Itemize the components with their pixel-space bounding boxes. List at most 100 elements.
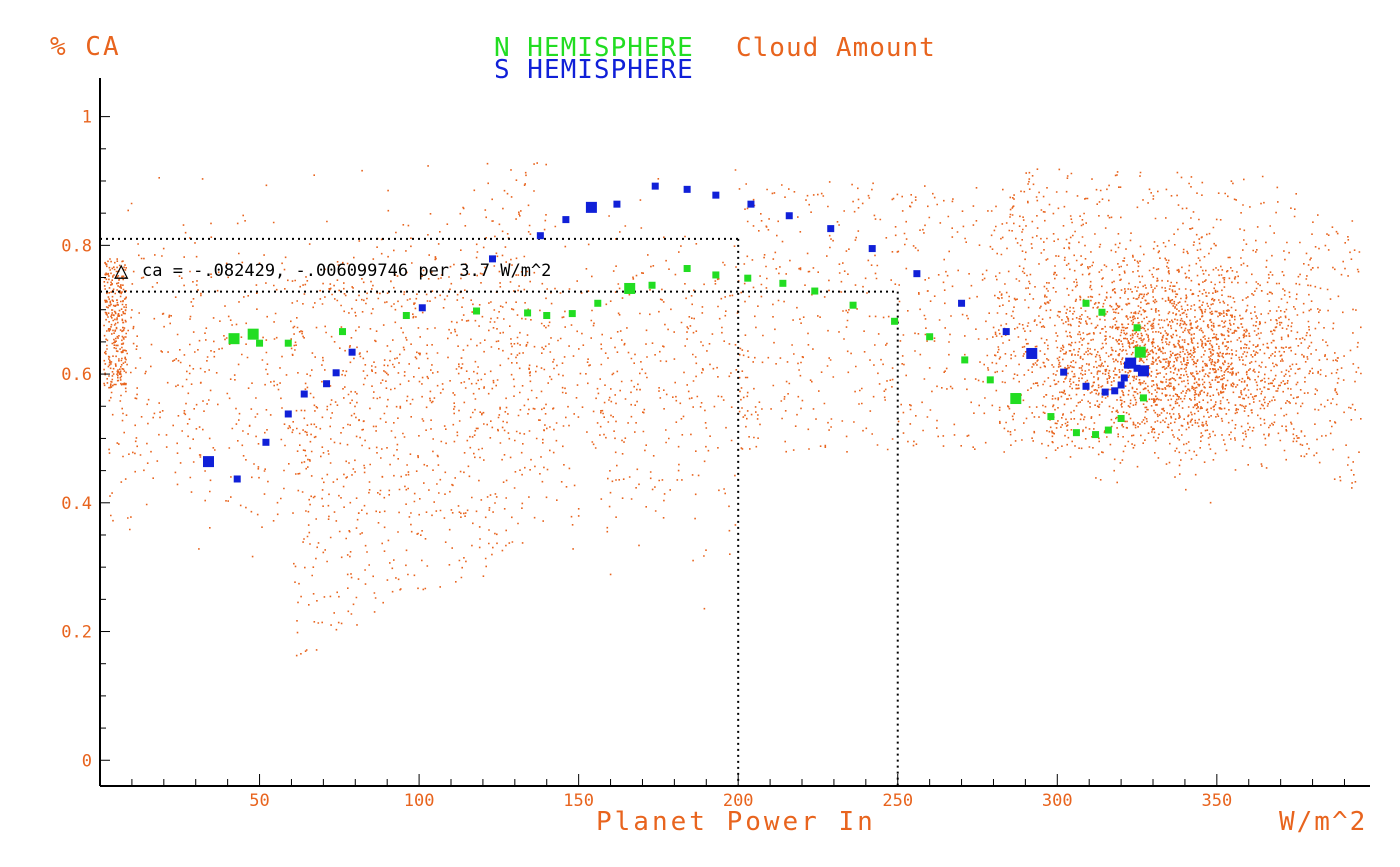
n-hemisphere-point [1117,414,1125,422]
n-hemisphere-point [683,265,691,273]
s-hemisphere-point [332,369,340,377]
s-hemisphere-point [651,182,659,190]
s-hemisphere-point [1117,381,1125,389]
n-hemisphere-point [779,279,787,287]
title-cloud-amount: Cloud Amount [736,33,936,63]
n-hemisphere-point [284,339,292,347]
annotation-text: ca = -.082429, -.006099746 per 3.7 W/m^2 [142,261,551,281]
n-hemisphere-point [247,328,259,340]
s-hemisphere-point [613,200,621,208]
n-hemisphere-point [1010,393,1022,405]
y-tick-label: 0.8 [61,236,92,256]
n-hemisphere-point [524,309,532,317]
n-hemisphere-point [926,333,934,341]
x-ticks: 50 100 150 200 250 300 350 [131,774,1345,811]
s-hemisphere-point [683,185,691,193]
s-hemisphere-point [958,299,966,307]
y-tick-label: 0.6 [61,365,92,385]
s-hemisphere-point [1082,382,1090,390]
s-hemisphere-point [585,201,597,213]
s-hemisphere-point [202,456,214,468]
s-hemisphere-point [418,304,426,312]
n-hemisphere-point [891,317,899,325]
n-hemisphere-point [1098,308,1106,316]
n-hemisphere-point [256,339,264,347]
s-hemisphere-point [827,225,835,233]
axes [99,78,1370,787]
y-tick-label: 0 [82,751,92,771]
x-tick-label: 200 [723,791,754,811]
n-hemisphere-point [473,307,481,315]
x-tick-label: 150 [563,791,594,811]
s-hemisphere-point [1133,364,1141,372]
s-hemisphere-point [1002,328,1010,336]
s-hemisphere-point [488,255,496,263]
s-hemisphere-point [562,216,570,224]
n-hemisphere-point [1134,346,1146,358]
cloud-amount-point [103,162,1362,657]
y-ticks: 1 0.8 0.6 0.4 0.2 0 [61,108,110,771]
annotation-symbol: △ [114,256,129,284]
x-tick-label: 100 [404,791,435,811]
reference-lines [100,237,899,786]
hemisphere-series [202,182,1149,483]
x-tick-label: 50 [249,791,269,811]
n-hemisphere-point [1072,429,1080,437]
n-hemisphere-point [961,356,969,364]
n-hemisphere-point [1047,413,1055,421]
n-hemisphere-point [744,274,752,282]
s-hemisphere-point [348,348,356,356]
title-s-hemisphere: S HEMISPHERE [494,55,694,85]
y-tick-label: 1 [82,108,92,128]
s-hemisphere-point [262,438,270,446]
cloud-amount-scatter [103,162,1362,657]
s-hemisphere-point [233,475,241,483]
x-tick-label: 350 [1201,791,1232,811]
y-tick-label: 0.4 [61,494,92,514]
n-hemisphere-point [1082,299,1090,307]
s-hemisphere-point [536,232,544,240]
n-hemisphere-point [1139,394,1147,402]
n-hemisphere-point [986,376,994,384]
y-tick-label: 0.2 [61,623,92,643]
s-hemisphere-point [1026,347,1038,359]
n-hemisphere-point [339,328,347,336]
s-hemisphere-point [785,212,793,220]
s-hemisphere-point [1101,388,1109,396]
n-hemisphere-point [624,282,636,294]
s-hemisphere-point [1111,387,1119,395]
s-hemisphere-series [202,182,1149,483]
n-hemisphere-point [1133,324,1141,332]
n-hemisphere-point [1092,431,1100,439]
n-hemisphere-point [402,312,410,320]
s-hemisphere-point [300,390,308,398]
s-hemisphere-point [1137,365,1149,377]
title-n-hemisphere: N HEMISPHERE [494,33,694,63]
x-tick-label: 250 [882,791,913,811]
s-hemisphere-point [323,380,331,388]
s-hemisphere-point [1120,374,1128,382]
n-hemisphere-point [712,271,720,279]
x-axis-unit: W/m^2 [1279,807,1367,837]
s-hemisphere-point [712,191,720,199]
s-hemisphere-point [747,200,755,208]
n-hemisphere-point [568,310,576,318]
y-axis-label: % CA [50,32,121,62]
s-hemisphere-point [1125,357,1137,369]
s-hemisphere-point [913,270,921,278]
n-hemisphere-point [543,312,551,320]
n-hemisphere-point [594,299,602,307]
n-hemisphere-series [228,265,1147,439]
n-hemisphere-point [849,301,857,309]
s-hemisphere-point [284,410,292,418]
s-hemisphere-point [868,245,876,253]
x-tick-label: 300 [1042,791,1073,811]
n-hemisphere-point [811,287,819,295]
s-hemisphere-point [1060,368,1068,376]
n-hemisphere-point [1104,426,1112,434]
n-hemisphere-point [648,281,656,289]
n-hemisphere-point [228,333,240,345]
x-axis-label: Planet Power In [596,807,876,837]
